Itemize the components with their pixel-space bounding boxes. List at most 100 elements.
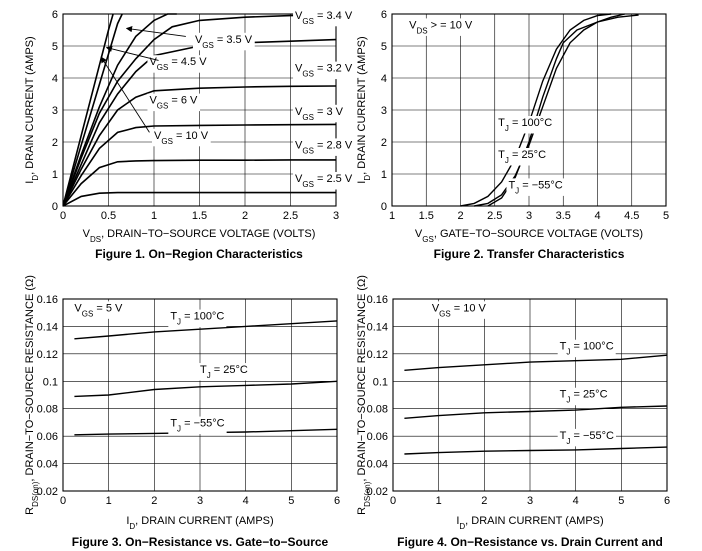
x-tick-label: 1.5 xyxy=(192,210,207,222)
annotation-label: TJ = 25°C xyxy=(560,389,608,405)
y-tick-label: 0 xyxy=(52,201,58,213)
annotation-bg xyxy=(496,116,555,134)
figure-caption: Figure 1. On−Region Characteristics xyxy=(95,247,303,261)
y-axis-label: RDS(on), DRAIN−TO−SOURCE RESISTANCE (Ω) xyxy=(356,275,372,515)
y-tick-label: 0.1 xyxy=(373,376,388,388)
annotation-label: TJ = 100°C xyxy=(170,311,224,327)
x-axis-label: ID, DRAIN CURRENT (AMPS) xyxy=(126,515,273,531)
annotation-label: VGS = 2.5 V xyxy=(295,173,353,189)
x-axis-label: ID, DRAIN CURRENT (AMPS) xyxy=(456,515,603,531)
y-tick-label: 0.06 xyxy=(367,431,388,443)
annotation-bg xyxy=(198,363,250,381)
series-line xyxy=(460,13,612,207)
x-tick-label: 0 xyxy=(60,210,66,222)
annotation-bg xyxy=(429,301,489,319)
x-tick-label: 5 xyxy=(663,210,669,222)
y-tick-label: 0.04 xyxy=(367,459,388,471)
x-axis-label: VGS, GATE−TO−SOURCE VOLTAGE (VOLTS) xyxy=(415,228,643,244)
x-tick-label: 0.5 xyxy=(101,210,116,222)
annotation-label: TJ = −55°C xyxy=(170,418,224,434)
y-tick-label: 6 xyxy=(52,9,58,21)
x-tick-label: 3 xyxy=(526,210,532,222)
annotation-label: VGS = 3.5 V xyxy=(195,34,253,50)
x-tick-label: 3 xyxy=(333,210,339,222)
x-tick-label: 3 xyxy=(527,495,533,507)
annotation-bg xyxy=(293,8,355,27)
x-tick-label: 4 xyxy=(573,495,579,507)
annotation-bg xyxy=(557,428,617,447)
y-tick-label: 4 xyxy=(381,73,387,85)
x-tick-label: 1 xyxy=(106,495,112,507)
annotation-bg xyxy=(168,416,227,435)
x-tick-label: 3.5 xyxy=(556,210,571,222)
chart-fig4: 0 1 2 3 4 5 6 0.02 0.04 0.06 0.08 0.1 0.12 0.14 0.16 VG… xyxy=(356,275,670,549)
y-tick-label: 0.02 xyxy=(37,486,58,498)
annotation-label: TJ = −55°C xyxy=(560,430,614,446)
series-line xyxy=(74,380,337,398)
x-tick-label: 2 xyxy=(481,495,487,507)
x-axis-label: VDS, DRAIN−TO−SOURCE VOLTAGE (VOLTS) xyxy=(83,228,316,244)
y-tick-label: 0.04 xyxy=(37,459,58,471)
series-line xyxy=(74,320,337,340)
y-tick-label: 0.08 xyxy=(37,404,58,416)
x-tick-label: 6 xyxy=(664,495,670,507)
x-tick-label: 1 xyxy=(436,495,442,507)
x-tick-label: 0 xyxy=(60,495,66,507)
y-tick-label: 2 xyxy=(381,137,387,149)
x-tick-label: 6 xyxy=(334,495,340,507)
annotation-bg xyxy=(557,387,610,406)
annotation-bg xyxy=(293,172,355,190)
annotation-label: VGS = 6 V xyxy=(149,95,198,111)
y-tick-label: 0.14 xyxy=(37,321,58,333)
series-line xyxy=(404,446,667,455)
x-tick-label: 5 xyxy=(618,495,624,507)
annotation-label: VDS > = 10 V xyxy=(409,19,473,35)
y-tick-label: 0.02 xyxy=(367,486,388,498)
annotation-arrow xyxy=(125,26,186,37)
y-tick-label: 5 xyxy=(52,41,58,53)
x-tick-label: 1.5 xyxy=(419,210,434,222)
annotation-label: VGS = 3.4 V xyxy=(295,10,353,26)
x-tick-label: 4 xyxy=(243,495,249,507)
y-tick-label: 0.12 xyxy=(37,349,58,361)
annotation-bg xyxy=(192,32,255,51)
annotation-label: VGS = 3.2 V xyxy=(295,63,353,79)
annotation-label: TJ = 25°C xyxy=(498,149,546,165)
x-tick-label: 2.5 xyxy=(487,210,502,222)
annotation-label: VGS = 10 V xyxy=(154,130,209,146)
annotation-label: TJ = −55°C xyxy=(508,179,562,195)
figure-caption: Figure 4. On−Resistance vs. Drain Curren… xyxy=(397,535,663,549)
annotation-label: TJ = 100°C xyxy=(498,117,552,133)
y-tick-label: 0.1 xyxy=(43,376,58,388)
x-tick-label: 2 xyxy=(457,210,463,222)
series-line xyxy=(63,13,177,207)
y-axis-label: ID, DRAIN CURRENT (AMPS) xyxy=(356,36,372,183)
y-tick-label: 3 xyxy=(52,105,58,117)
y-tick-label: 6 xyxy=(381,9,387,21)
y-tick-label: 1 xyxy=(52,169,58,181)
annotation-bg xyxy=(168,309,227,328)
annotation-label: VGS = 4.5 V xyxy=(149,56,207,72)
y-tick-label: 2 xyxy=(52,137,58,149)
annotation-bg xyxy=(72,301,126,319)
plot-frame xyxy=(391,13,667,207)
y-tick-label: 0.16 xyxy=(37,294,58,306)
x-tick-label: 4.5 xyxy=(624,210,639,222)
annotation-bg xyxy=(496,148,549,166)
annotation-bg xyxy=(293,61,355,80)
series-line xyxy=(63,13,114,207)
x-tick-label: 1 xyxy=(151,210,157,222)
annotation-label: VGS = 5 V xyxy=(74,302,123,318)
annotation-bg xyxy=(407,18,475,36)
series-line xyxy=(63,85,336,207)
x-tick-label: 2 xyxy=(151,495,157,507)
series-line xyxy=(63,38,336,207)
annotation-bg xyxy=(147,55,210,73)
y-tick-label: 0.06 xyxy=(37,431,58,443)
y-tick-label: 0.16 xyxy=(367,294,388,306)
series-line xyxy=(63,159,336,207)
annotation-bg xyxy=(557,339,616,358)
plot-frame xyxy=(62,298,338,492)
